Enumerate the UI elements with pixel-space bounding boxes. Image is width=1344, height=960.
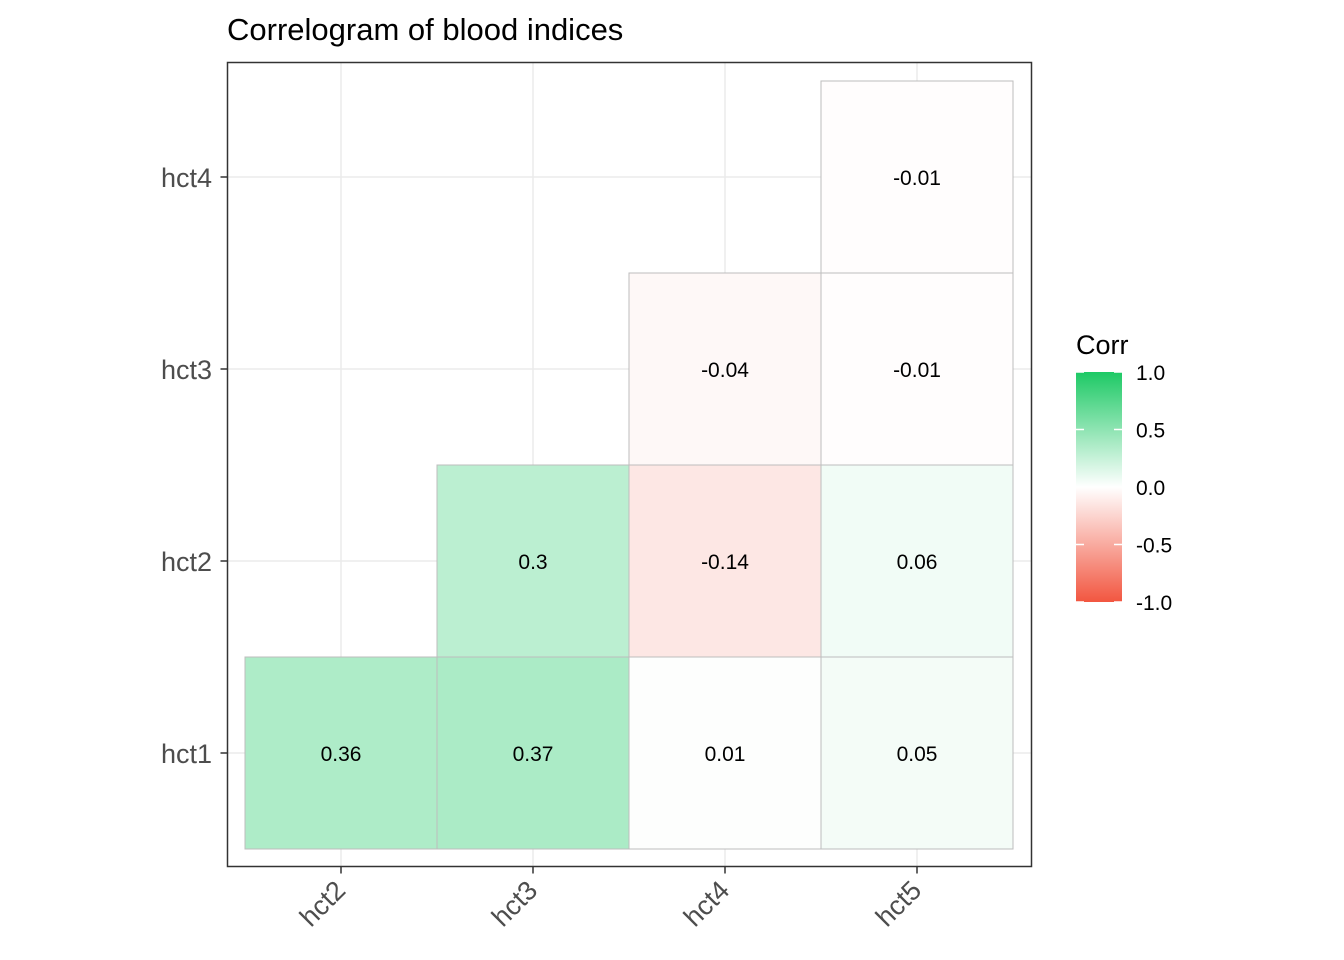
cell-label-hct4-hct1: 0.01 [705,743,746,766]
heatmap-cell-hct4-hct2 [628,464,822,658]
legend-tick-label-1: 0.5 [1136,420,1165,443]
heatmap-cell-hct3-hct1 [436,656,630,850]
cell-label-hct5-hct1: 0.05 [897,743,938,766]
x-axis: hct2 hct3 hct4 hct5 [294,866,927,932]
x-tick-label-hct5: hct5 [870,875,927,932]
legend-tick-label-3: -0.5 [1136,535,1172,558]
heatmap-cell-hct5-hct1 [820,656,1014,850]
heatmap-cell-hct5-hct3 [820,272,1014,466]
cell-label-hct4-hct2: -0.14 [701,551,749,574]
cell-label-hct2-hct1: 0.36 [321,743,362,766]
y-tick-label-hct1: hct1 [161,739,212,769]
heatmap-cell-hct4-hct1 [628,656,822,850]
heatmap-cell-hct5-hct4 [820,80,1014,274]
cell-label-hct3-hct1: 0.37 [513,743,554,766]
y-tick-label-hct4: hct4 [161,163,212,193]
x-tick-label-hct3: hct3 [486,875,543,932]
legend-tick-label-0: 1.0 [1136,362,1165,385]
y-tick-label-hct2: hct2 [161,547,212,577]
chart-title: Correlogram of blood indices [227,12,623,47]
heatmap-cells [244,80,1014,850]
heatmap-cell-hct2-hct1 [244,656,438,850]
x-tick-label-hct4: hct4 [678,875,735,932]
cell-label-hct4-hct3: -0.04 [701,359,749,382]
x-tick-label-hct2: hct2 [294,875,351,932]
legend-ticks: 1.0 0.5 0.0 -0.5 -1.0 [1076,362,1172,615]
cell-labels: 0.36 0.37 0.01 0.05 0.3 -0.14 0.06 -0.04 -0.01 -0… [321,167,941,766]
y-tick-label-hct3: hct3 [161,355,212,385]
heatmap-cell-hct4-hct3 [628,272,822,466]
legend-tick-label-4: -1.0 [1136,592,1172,615]
legend-tick-label-2: 0.0 [1136,477,1165,500]
cell-label-hct3-hct2: 0.3 [518,551,547,574]
y-axis: hct1 hct2 hct3 hct4 [161,163,228,769]
legend-title: Corr [1076,330,1129,360]
panel-border [226,61,1033,868]
cell-label-hct5-hct2: 0.06 [897,551,938,574]
cell-label-hct5-hct3: -0.01 [893,359,941,382]
cell-label-hct5-hct4: -0.01 [893,167,941,190]
color-legend: Corr 1.0 0.5 0.0 -0.5 -1.0 [1076,330,1172,615]
